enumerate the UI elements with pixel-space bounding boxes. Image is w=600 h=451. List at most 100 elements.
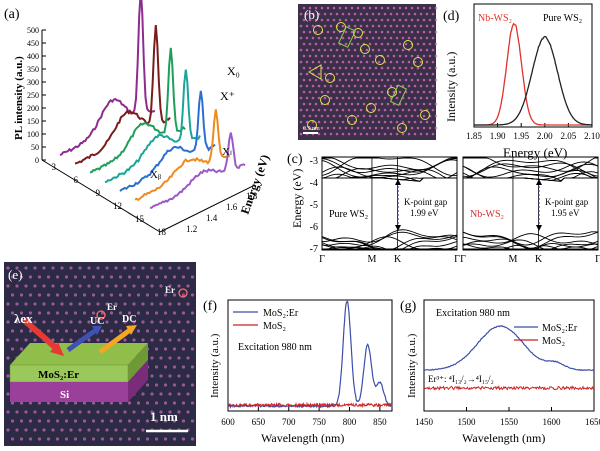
e-lattice-atom	[136, 275, 141, 279]
e-lattice-atom	[136, 437, 141, 441]
e-lattice-atom	[150, 410, 154, 414]
c-right-arrow-head-up	[536, 179, 542, 185]
panel-a: (a) PL intensity (a.u.) 0 50 100 150 200 250 3…	[4, 0, 272, 237]
b-lattice-atom	[350, 66, 354, 70]
f-series-mos2-er	[227, 300, 393, 409]
b-lattice-atom	[362, 18, 366, 22]
e-lattice-atom	[105, 320, 109, 324]
b-lattice-atom	[326, 18, 330, 22]
b-lattice-atom	[383, 24, 387, 28]
e-lattice-atom	[87, 410, 91, 414]
b-lattice-atom	[335, 96, 339, 100]
b-lattice-atom	[347, 24, 351, 28]
b-lattice-atom	[371, 60, 375, 64]
b-lattice-atom	[326, 54, 330, 58]
b-lattice-atom	[356, 90, 360, 94]
b-lattice-atom	[425, 36, 429, 40]
e-lattice-atom	[100, 329, 105, 333]
b-lattice-atom	[353, 72, 357, 76]
b-lattice-atom	[341, 96, 345, 100]
e-lattice-atom	[91, 419, 96, 423]
e-lattice-atom	[186, 338, 190, 342]
b-lattice-atom	[356, 78, 360, 82]
b-lattice-atom	[422, 30, 426, 34]
b-dopant-circle	[375, 55, 385, 65]
d-series-pure-ws2	[474, 35, 592, 126]
d-xlabel: Energy (eV)	[503, 145, 567, 160]
b-lattice-atom	[425, 60, 429, 64]
e-lattice-atom	[150, 284, 154, 288]
b-lattice-atom	[368, 78, 372, 82]
b-lattice-atom	[323, 72, 327, 76]
e-lattice-atom	[10, 437, 15, 441]
b-lattice-atom	[347, 12, 351, 16]
b-lattice-atom	[326, 90, 330, 94]
b-lattice-atom	[410, 30, 414, 34]
e-lattice-atom	[127, 275, 132, 279]
b-lattice-atom	[332, 6, 336, 10]
b-lattice-atom	[326, 6, 330, 10]
b-lattice-atom	[332, 30, 336, 34]
e-lattice-atom	[42, 320, 46, 324]
b-lattice-atom	[380, 42, 384, 46]
a-ytick-label: 300	[27, 78, 39, 87]
e-excitation-arrow	[22, 317, 58, 351]
c-band-line	[322, 177, 457, 182]
g-xticks: 1450 1500 1550 1600 1650	[415, 407, 600, 427]
panel-f-label: (f)	[203, 299, 217, 314]
e-lattice-atom	[190, 275, 195, 279]
b-lattice-atom	[428, 30, 432, 34]
g-ylabel: Intensity (a.u.)	[406, 333, 418, 398]
b-lattice-atom	[425, 96, 429, 100]
e-lattice-atom	[60, 428, 64, 432]
c-kpath-label: Γ	[460, 254, 466, 265]
e-lattice-atom	[154, 311, 159, 315]
b-lattice-atom	[359, 84, 363, 88]
b-lattice-atom	[311, 48, 315, 52]
b-lattice-atom	[386, 126, 390, 130]
e-lattice-atom	[123, 410, 127, 414]
b-lattice-atom	[329, 48, 333, 52]
c-right-gap-title: K-point gap	[545, 197, 589, 207]
e-lattice-atom	[69, 284, 73, 288]
b-lattice-atom	[368, 6, 372, 10]
b-lattice-atom	[434, 102, 438, 106]
b-lattice-atom	[422, 42, 426, 46]
e-lattice-atom	[136, 401, 141, 405]
b-lattice-atom	[398, 54, 402, 58]
b-lattice-atom	[377, 36, 381, 40]
e-lattice-atom	[73, 293, 78, 297]
e-lattice-atom	[132, 410, 136, 414]
e-lattice-atom	[190, 365, 195, 369]
b-lattice-atom	[434, 18, 438, 22]
b-lattice-atom	[335, 120, 339, 124]
b-lattice-atom	[416, 78, 420, 82]
b-lattice-atom	[341, 108, 345, 112]
b-lattice-atom	[368, 114, 372, 118]
b-lattice-atom	[341, 24, 345, 28]
e-lattice-atom	[64, 437, 69, 441]
b-lattice-atom	[302, 114, 306, 118]
e-excitation-arrow-head	[50, 342, 64, 356]
b-lattice-atom	[431, 108, 435, 112]
e-lattice-atom	[118, 293, 123, 297]
b-lattice-atom	[308, 102, 312, 106]
e-lattice-atom	[10, 275, 15, 279]
c-band-line	[321, 229, 458, 246]
b-lattice-atom	[401, 72, 405, 76]
e-lattice-atom	[190, 329, 195, 333]
e-lattice-atom	[186, 266, 190, 270]
e-lattice-atom	[105, 428, 109, 432]
b-lattice-atom	[362, 30, 366, 34]
b-lattice-atom	[428, 78, 432, 82]
b-lattice-atom	[410, 126, 414, 130]
e-lattice-atom	[145, 401, 150, 405]
e-lattice-atom	[177, 356, 181, 360]
a-ytick-label: 450	[27, 39, 39, 48]
b-lattice-atom	[317, 132, 321, 136]
b-lattice-atom	[392, 18, 396, 22]
b-lattice-atom	[353, 12, 357, 16]
b-lattice-atom	[416, 102, 420, 106]
b-lattice-atom	[332, 102, 336, 106]
